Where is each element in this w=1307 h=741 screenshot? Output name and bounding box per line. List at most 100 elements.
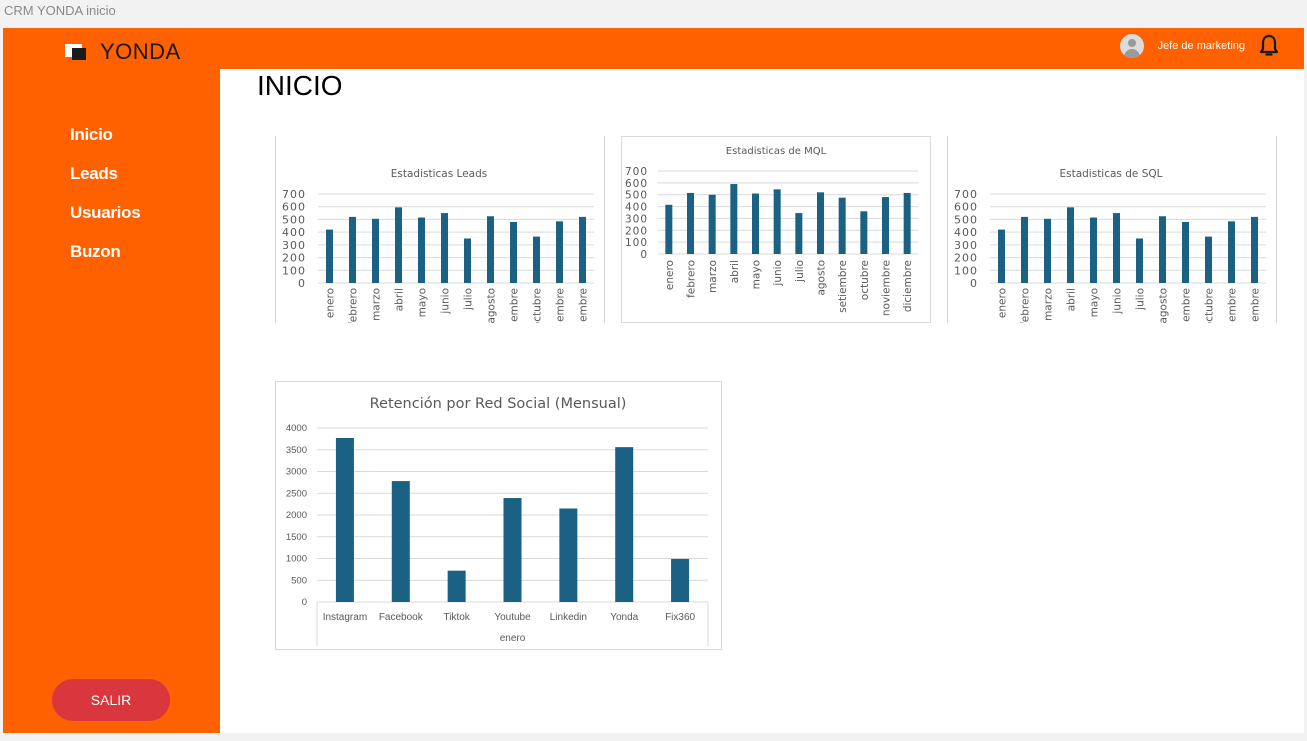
bar — [1067, 207, 1074, 283]
page-title: INICIO — [257, 70, 343, 101]
x-tick-label: diciembre — [578, 288, 590, 323]
bar — [418, 217, 425, 283]
bar — [817, 192, 824, 254]
x-tick-label: febrero — [686, 260, 698, 298]
bar — [441, 213, 448, 283]
bar — [487, 216, 494, 283]
bar — [998, 229, 1005, 283]
x-tick-label: Instagram — [323, 612, 367, 623]
yonda-logo-icon — [65, 44, 86, 60]
y-tick-label: 600 — [625, 178, 648, 190]
logout-button[interactable]: SALIR — [52, 679, 170, 721]
y-tick-label: 700 — [954, 188, 978, 201]
x-tick-label: setiembre — [1181, 288, 1193, 323]
user-avatar-icon[interactable] — [1119, 34, 1144, 58]
bar — [391, 481, 410, 602]
x-tick-label: marzo — [371, 288, 383, 321]
sidebar-item-usuarios[interactable]: Usuarios — [70, 203, 141, 222]
sidebar-nav: Inicio Leads Usuarios Buzon — [70, 125, 141, 281]
bell-icon[interactable] — [1259, 34, 1279, 58]
x-tick-label: abril — [729, 260, 741, 283]
app-container: YONDA Jefe de marketing Inicio Leads Usu… — [3, 28, 1304, 733]
bar — [882, 197, 889, 254]
bar — [671, 558, 690, 602]
y-tick-label: 100 — [625, 237, 648, 249]
window-title: CRM YONDA inicio — [0, 0, 1307, 28]
y-tick-label: 0 — [302, 597, 307, 608]
y-tick-label: 1000 — [286, 554, 307, 565]
y-tick-label: 400 — [625, 202, 648, 214]
y-tick-label: 200 — [625, 225, 648, 237]
y-tick-label: 600 — [954, 201, 978, 214]
y-tick-label: 200 — [954, 252, 978, 265]
y-tick-label: 700 — [625, 166, 648, 178]
x-tick-label: Linkedin — [550, 612, 587, 623]
x-tick-label: setiembre — [509, 288, 521, 323]
x-tick-label: mayo — [1089, 288, 1101, 317]
sidebar: Inicio Leads Usuarios Buzon SALIR — [3, 69, 220, 733]
bar — [665, 204, 673, 254]
chart-title: Retención por Red Social (Mensual) — [370, 396, 627, 412]
sidebar-item-buzon[interactable]: Buzon — [70, 242, 121, 261]
x-tick-label: agosto — [1158, 288, 1170, 323]
y-tick-label: 300 — [954, 239, 978, 252]
x-tick-label: enero — [325, 288, 337, 318]
sidebar-item-inicio[interactable]: Inicio — [70, 125, 113, 144]
x-tick-label: abril — [394, 288, 406, 311]
y-tick-label: 1500 — [286, 532, 307, 543]
chart-title: Estadisticas Leads — [391, 168, 487, 180]
y-tick-label: 500 — [954, 213, 978, 226]
x-tick-label: enero — [997, 288, 1009, 318]
y-tick-label: 0 — [298, 277, 306, 290]
bar — [1021, 216, 1028, 283]
bar — [1205, 236, 1212, 283]
chart-title: Estadisticas de SQL — [1059, 168, 1162, 180]
bar — [503, 498, 522, 602]
x-tick-label: junio — [1112, 288, 1124, 315]
bar — [1044, 218, 1051, 283]
x-tick-label: octubre — [532, 288, 544, 323]
y-tick-label: 100 — [282, 264, 306, 277]
x-tick-label: Facebook — [379, 612, 424, 623]
y-tick-label: 3500 — [286, 445, 307, 456]
x-tick-label: setiembre — [837, 260, 849, 313]
bar — [903, 192, 911, 254]
bar — [326, 229, 333, 283]
y-tick-label: 4000 — [286, 423, 307, 434]
x-tick-label: julio — [1135, 288, 1147, 311]
bar — [556, 221, 563, 283]
brand-logo[interactable]: YONDA — [65, 39, 181, 65]
bar — [730, 184, 738, 254]
bar — [1228, 221, 1235, 283]
user-menu[interactable]: Jefe de marketing — [1119, 34, 1279, 58]
top-bar: YONDA Jefe de marketing — [3, 28, 1304, 69]
x-tick-label: marzo — [1043, 288, 1055, 321]
y-tick-label: 500 — [625, 190, 648, 202]
bar — [1251, 216, 1258, 283]
bar — [1113, 213, 1120, 283]
bar — [372, 218, 379, 283]
chart-leads: Estadisticas Leads 0 100 200 300 400 500 600 700… — [275, 136, 605, 323]
x-tick-label: mayo — [751, 260, 763, 289]
bar — [559, 508, 578, 602]
bar — [395, 207, 402, 283]
x-tick-label: octubre — [1204, 288, 1216, 323]
x-tick-label: noviembre — [881, 260, 893, 316]
y-tick-label: 0 — [970, 277, 978, 290]
bar — [349, 216, 356, 283]
bar — [752, 193, 759, 254]
x-tick-label: febrero — [1020, 288, 1032, 323]
bar — [1159, 216, 1166, 283]
x-tick-label: julio — [463, 288, 475, 311]
chart-sql: Estadisticas de SQL 0 100 200 300 400 500 600 70… — [947, 136, 1277, 323]
bar — [335, 438, 354, 602]
bar — [687, 192, 694, 254]
sidebar-item-leads[interactable]: Leads — [70, 164, 118, 183]
bar — [860, 211, 868, 254]
y-tick-label: 400 — [282, 226, 306, 239]
x-tick-label: diciembre — [1250, 288, 1262, 323]
x-tick-label: noviembre — [555, 288, 567, 323]
chart-mql: Estadisticas de MQL 0 100 200 300 400 500 600 70… — [621, 136, 931, 323]
y-tick-label: 2000 — [286, 510, 307, 521]
x-tick-label: agosto — [486, 288, 498, 323]
